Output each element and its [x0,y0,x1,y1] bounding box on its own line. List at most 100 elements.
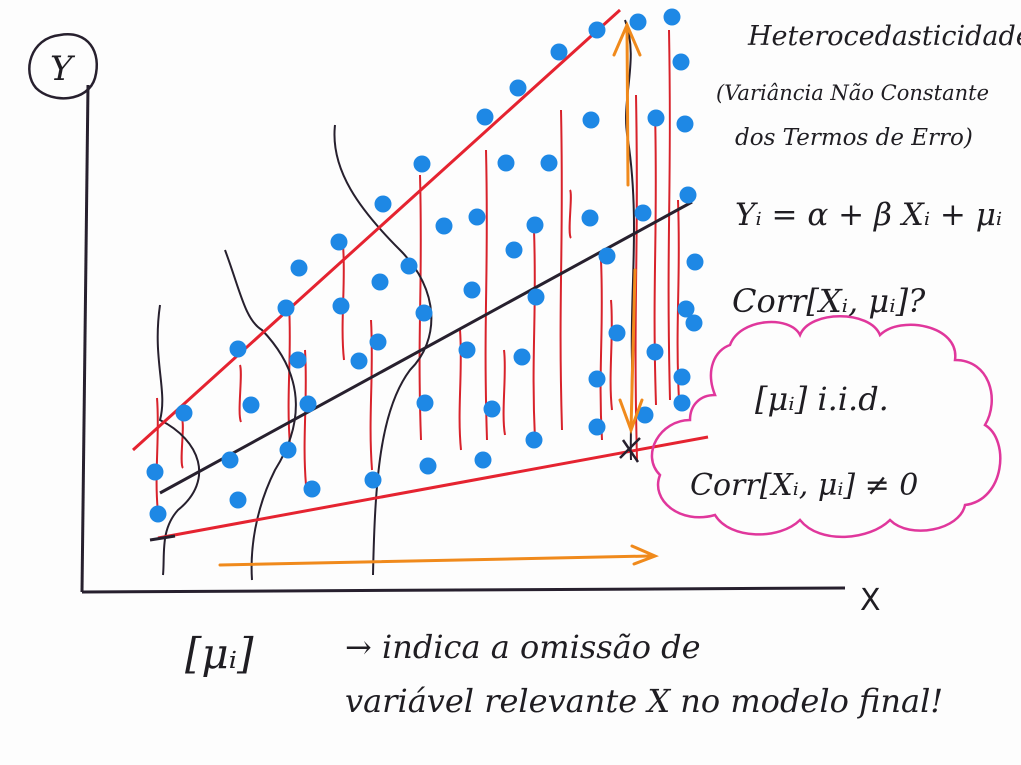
data-point [540,154,558,172]
data-point [527,288,545,306]
data-point [463,281,481,299]
data-point [374,195,392,213]
data-point [598,247,616,265]
data-point [513,348,531,366]
residual-line [155,397,159,513]
data-point [588,418,606,436]
data-point [364,471,382,489]
residual-line [303,349,307,486]
data-point [526,216,544,234]
data-point [525,431,543,449]
data-point [646,343,664,361]
error-distribution-curves [156,19,636,581]
data-point [672,53,690,71]
data-point [588,370,606,388]
data-point [497,154,515,172]
data-point [350,352,368,370]
data-point [676,115,694,133]
y-axis [80,84,90,593]
corr-question: Corr[Xᵢ, μᵢ]? [732,282,926,320]
data-point [468,208,486,226]
data-point [647,109,665,127]
data-point [685,314,703,332]
data-point [476,108,494,126]
data-point [582,111,600,129]
data-point [369,333,387,351]
data-point [330,233,348,251]
title-line-1: Heterocedasticidade [747,21,1021,52]
data-point [636,406,654,424]
y-label-circle-icon [28,33,98,100]
cloud-outline [650,315,1002,539]
residual-line [599,259,603,441]
footer-line-2: variável relevante X no modelo final! [345,682,943,720]
data-point [679,186,697,204]
orange-arrows [218,21,659,567]
data-point [483,400,501,418]
residual-line [458,329,462,451]
iid-label: [μᵢ] i.i.d. [755,380,889,418]
data-point [581,209,599,227]
y-axis-label: Y [50,49,76,89]
data-point [416,394,434,412]
scatter-points [146,8,704,523]
data-point [290,259,308,277]
data-point [588,21,606,39]
x-axis [81,586,846,594]
data-point [673,368,691,386]
data-point [332,297,350,315]
residual-line [609,299,613,411]
lower-boundary-line [157,435,709,540]
footer-line-1: → indica a omissão de [345,628,701,666]
data-point [663,8,681,26]
lower-line-cross-mark [619,437,641,463]
data-point [677,300,695,318]
error-curve-2 [224,249,297,581]
data-point [608,324,626,342]
x-axis-label: X [860,583,881,618]
x-range-arrow-icon [218,544,659,567]
data-point [505,241,523,259]
title-line-2: (Variância Não Constante [716,81,989,105]
data-point [634,204,652,222]
data-point [277,299,295,317]
data-point [279,441,297,459]
data-point [229,340,247,358]
data-point [289,351,307,369]
data-point [413,155,431,173]
data-point [242,396,260,414]
lower-line-left-tick [149,534,176,542]
data-point [474,451,492,469]
residual-line [532,229,536,441]
error-curve-3 [333,124,433,576]
residual-line [484,149,488,441]
upper-boundary-line [131,8,622,452]
data-point [686,253,704,271]
model-equation: Yᵢ = α + β Xᵢ + μᵢ [735,197,1002,233]
residual-line [287,304,291,446]
residual-line [559,109,563,431]
data-point [415,304,433,322]
data-point [400,257,418,275]
data-point [673,394,691,412]
data-point [629,13,647,31]
data-point [509,79,527,97]
footer-term: [μᵢ] [185,629,254,678]
data-point [146,463,164,481]
residual-line [180,419,184,469]
data-point [419,457,437,475]
title-line-3: dos Termos de Erro) [735,125,973,151]
residual-line [568,189,572,239]
data-point [175,404,193,422]
data-point [458,341,476,359]
data-point [299,395,317,413]
data-point [221,451,239,469]
corr-not-zero: Corr[Xᵢ, μᵢ] ≠ 0 [690,468,918,503]
data-point [149,505,167,523]
data-point [303,480,321,498]
data-point [371,273,389,291]
residual-line [653,109,657,406]
variance-double-arrow-icon [612,21,644,435]
residual-line [502,349,506,436]
